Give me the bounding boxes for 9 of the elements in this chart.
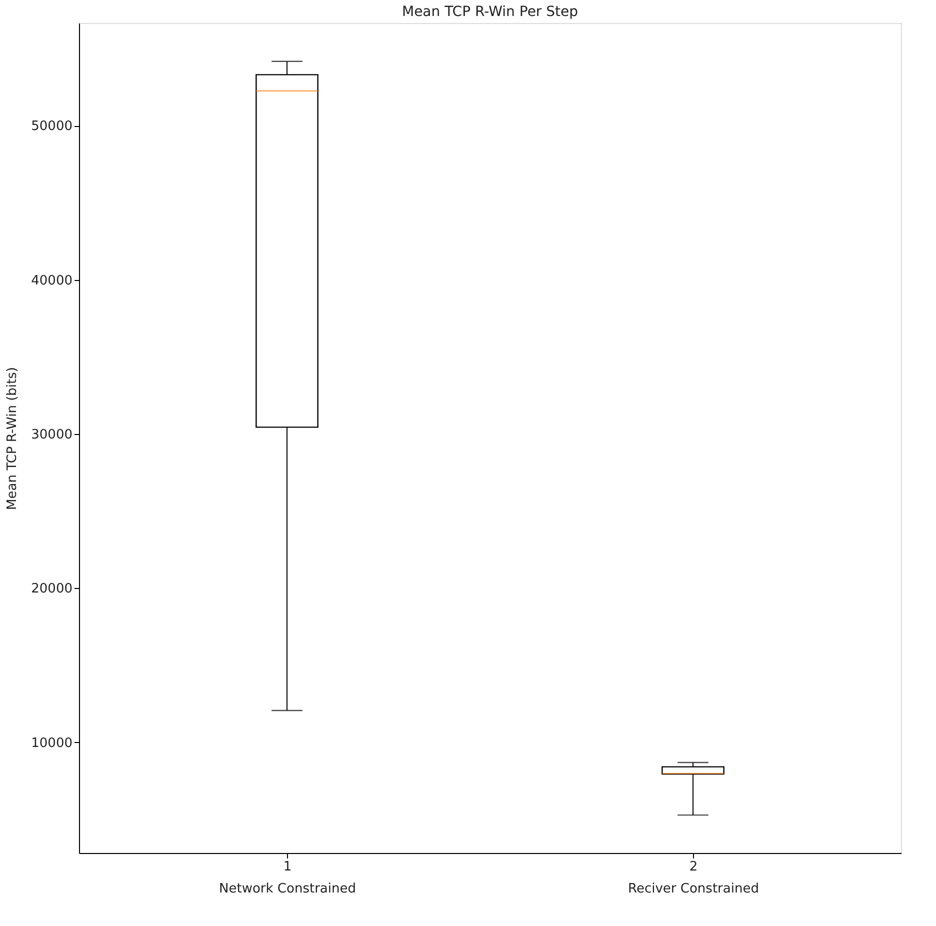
y-tick-label: 20000 <box>31 582 72 597</box>
x-tick-label: 2 Reciver Constrained <box>628 860 759 896</box>
y-tick-label: 30000 <box>31 427 72 442</box>
y-axis-title: Mean TCP R-Win (bits) <box>5 367 20 510</box>
y-tick-label: 10000 <box>31 736 72 751</box>
y-tick-label: 40000 <box>31 273 72 288</box>
chart-title: Mean TCP R-Win Per Step <box>402 4 578 20</box>
x-tick-label: 1 Network Constrained <box>219 860 356 896</box>
y-tick-label: 50000 <box>31 119 72 134</box>
